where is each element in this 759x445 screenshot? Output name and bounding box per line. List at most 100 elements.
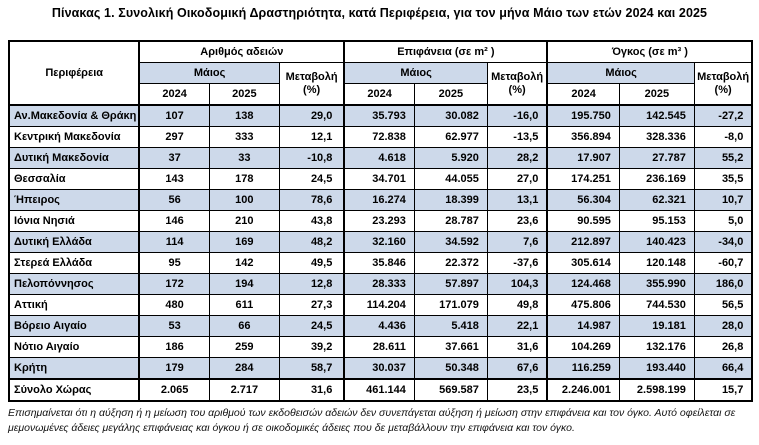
value-cell: 33 [208, 147, 280, 169]
value-cell: 31,6 [486, 336, 549, 358]
value-cell: 297 [138, 126, 210, 148]
value-cell: 611 [208, 294, 280, 316]
value-cell: 72.838 [343, 126, 415, 148]
value-cell: 284 [208, 357, 280, 380]
value-cell: 22,1 [486, 315, 549, 337]
value-cell: 124.468 [546, 273, 620, 295]
value-cell: 114 [138, 231, 210, 253]
value-cell: -13,5 [486, 126, 549, 148]
value-cell: 62.977 [413, 126, 488, 148]
value-cell: 104,3 [486, 273, 549, 295]
table-row: Ήπειρος 56 100 78,6 16.274 18.399 13,1 56.304 62… [8, 189, 753, 211]
value-cell: 28,2 [486, 147, 549, 169]
value-cell: 56 [138, 189, 210, 211]
region-cell: Αν.Μακεδονία & Θράκη [8, 104, 141, 127]
value-cell: 24,5 [278, 315, 346, 337]
value-cell: 12,8 [278, 273, 346, 295]
value-cell: 333 [208, 126, 280, 148]
value-cell: 55,2 [693, 147, 753, 169]
col-header-permits-month: Μάιος [138, 62, 280, 84]
value-cell: 169 [208, 231, 280, 253]
header-group-row: Περιφέρεια Αριθμός αδειών Επιφάνεια (σε … [8, 40, 753, 106]
value-cell: 5.920 [413, 147, 488, 169]
value-cell: 24,5 [278, 168, 346, 190]
value-cell: 146 [138, 210, 210, 232]
value-cell: 37.661 [413, 336, 488, 358]
value-cell: 210 [208, 210, 280, 232]
value-cell: 50.348 [413, 357, 488, 380]
value-cell: 2.717 [208, 378, 280, 402]
table-row: Αττική 480 611 27,3 114.204 171.079 49,8 475.80… [8, 294, 753, 316]
total-row: Σύνολο Χώρας 2.065 2.717 31,6 461.144 569.587… [8, 378, 753, 402]
value-cell: 138 [208, 104, 280, 127]
value-cell: 120.148 [618, 252, 695, 274]
value-cell: 100 [208, 189, 280, 211]
value-cell: 4.436 [343, 315, 415, 337]
value-cell: 236.169 [618, 168, 695, 190]
table-row: Δυτική Ελλάδα 114 169 48,2 32.160 34.592 7,6 21… [8, 231, 753, 253]
value-cell: 480 [138, 294, 210, 316]
table-row: Κεντρική Μακεδονία 297 333 12,1 72.838 62.977… [8, 126, 753, 148]
value-cell: 35.793 [343, 104, 415, 127]
value-cell: 4.618 [343, 147, 415, 169]
value-cell: 461.144 [343, 378, 415, 402]
value-cell: 17.907 [546, 147, 620, 169]
region-cell: Σύνολο Χώρας [8, 378, 141, 402]
value-cell: 2.065 [138, 378, 210, 402]
value-cell: -34,0 [693, 231, 753, 253]
footnote-text: Επισημαίνεται ότι η αύξηση ή η μείωση το… [8, 407, 736, 434]
value-cell: 62.321 [618, 189, 695, 211]
value-cell: 22.372 [413, 252, 488, 274]
value-cell: 28,0 [693, 315, 753, 337]
value-cell: 132.176 [618, 336, 695, 358]
value-cell: 10,7 [693, 189, 753, 211]
col-header-surface-2025: 2025 [413, 83, 488, 106]
value-cell: 29,0 [278, 104, 346, 127]
value-cell: 569.587 [413, 378, 488, 402]
value-cell: 23,5 [486, 378, 549, 402]
value-cell: 30.082 [413, 104, 488, 127]
region-cell: Στερεά Ελλάδα [8, 252, 141, 274]
region-cell: Νότιο Αιγαίο [8, 336, 141, 358]
table-row: Κρήτη 179 284 58,7 30.037 50.348 67,6 116.259 19… [8, 357, 753, 380]
header-month-row: Μάιος Μεταβολή (%) Μάιος Μεταβολή (%) Μά… [9, 62, 753, 106]
col-header-surface-month: Μάιος [343, 62, 488, 84]
value-cell: 116.259 [546, 357, 620, 380]
value-cell: 67,6 [486, 357, 549, 380]
value-cell: 37 [138, 147, 210, 169]
table-row: Νότιο Αιγαίο 186 259 39,2 28.611 37.661 31,6 10… [8, 336, 753, 358]
table-row: Αν.Μακεδονία & Θράκη 107 138 29,0 35.793 30.0… [8, 104, 753, 127]
value-cell: 56.304 [546, 189, 620, 211]
value-cell: 13,1 [486, 189, 549, 211]
value-cell: 53 [138, 315, 210, 337]
col-header-volume-month: Μάιος [546, 62, 695, 84]
value-cell: 28.787 [413, 210, 488, 232]
region-cell: Ήπειρος [8, 189, 141, 211]
value-cell: 28.333 [343, 273, 415, 295]
value-cell: 193.440 [618, 357, 695, 380]
value-cell: 744.530 [618, 294, 695, 316]
value-cell: 194 [208, 273, 280, 295]
value-cell: 107 [138, 104, 210, 127]
value-cell: 2.246.001 [546, 378, 620, 402]
value-cell: 186 [138, 336, 210, 358]
value-cell: -8,0 [693, 126, 753, 148]
value-cell: 39,2 [278, 336, 346, 358]
value-cell: 5.418 [413, 315, 488, 337]
value-cell: 475.806 [546, 294, 620, 316]
region-cell: Δυτική Μακεδονία [8, 147, 141, 169]
value-cell: 32.160 [343, 231, 415, 253]
value-cell: 179 [138, 357, 210, 380]
value-cell: 90.595 [546, 210, 620, 232]
value-cell: 19.181 [618, 315, 695, 337]
value-cell: 259 [208, 336, 280, 358]
value-cell: 114.204 [343, 294, 415, 316]
col-header-permits-2025: 2025 [208, 83, 280, 106]
value-cell: 140.423 [618, 231, 695, 253]
value-cell: 34.701 [343, 168, 415, 190]
value-cell: 14.987 [546, 315, 620, 337]
value-cell: 26,8 [693, 336, 753, 358]
building-activity-table: Περιφέρεια Αριθμός αδειών Επιφάνεια (σε … [8, 40, 754, 402]
region-cell: Δυτική Ελλάδα [8, 231, 141, 253]
col-header-volume-change: Μεταβολή (%) [693, 62, 753, 106]
